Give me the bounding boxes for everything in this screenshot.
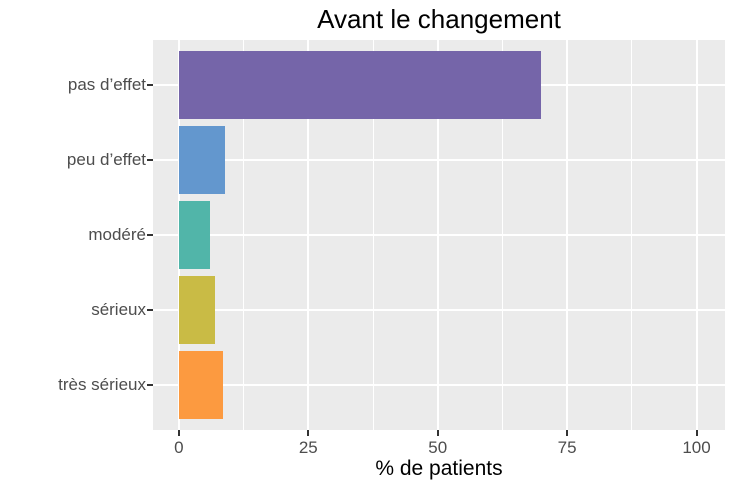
y-axis-label: pas d’effet xyxy=(67,75,146,94)
gridline-major-horizontal xyxy=(153,234,725,236)
gridline-major-horizontal xyxy=(153,159,725,161)
y-axis-label: sérieux xyxy=(91,300,146,319)
bar-mod-r- xyxy=(178,201,210,269)
y-axis-tick-mark xyxy=(147,384,153,386)
bar-peu-d-effet xyxy=(178,126,226,194)
bar-pas-d-effet xyxy=(178,51,542,119)
y-axis-label: peu d’effet xyxy=(66,150,146,169)
y-axis-tick-mark xyxy=(147,234,153,236)
plot-panel xyxy=(153,40,725,430)
x-axis-tick-label: 100 xyxy=(682,438,711,457)
x-axis-tick-mark xyxy=(695,430,698,436)
chart-title: Avant le changement xyxy=(317,4,561,34)
bar-s-rieux xyxy=(178,276,216,344)
x-axis-tick-label: 25 xyxy=(298,438,318,457)
x-axis-tick-mark xyxy=(307,430,310,436)
x-axis-title: % de patients xyxy=(375,457,503,480)
x-axis-tick-mark xyxy=(177,430,180,436)
x-axis-tick-label: 0 xyxy=(174,438,184,457)
y-axis-label: modéré xyxy=(88,225,146,244)
y-axis-tick-mark xyxy=(147,84,153,86)
x-axis-tick-mark xyxy=(566,430,569,436)
x-axis-tick-label: 50 xyxy=(428,438,448,457)
y-axis-tick-mark xyxy=(147,159,153,161)
x-axis-tick-label: 75 xyxy=(557,438,577,457)
bar-tr-s-s-rieux xyxy=(178,351,223,419)
gridline-major-horizontal xyxy=(153,384,725,386)
x-axis-tick-mark xyxy=(436,430,439,436)
y-axis-tick-mark xyxy=(147,309,153,311)
gridline-major-horizontal xyxy=(153,309,725,311)
y-axis-label: très sérieux xyxy=(58,375,146,394)
